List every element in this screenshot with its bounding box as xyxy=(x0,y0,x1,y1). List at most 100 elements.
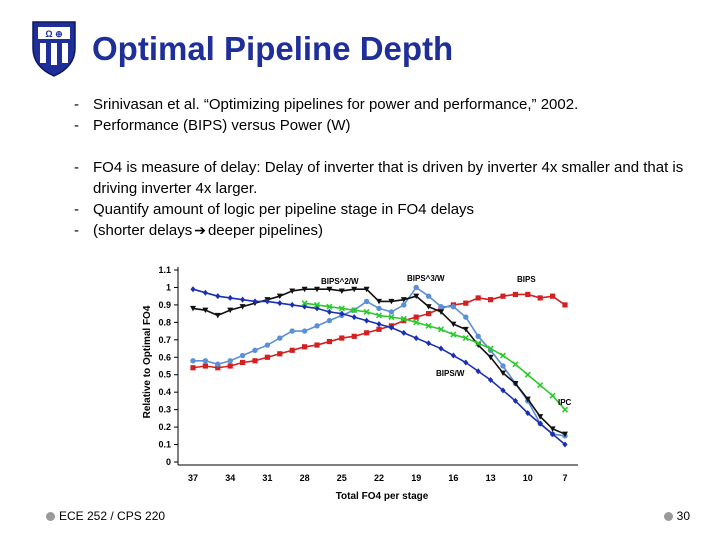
data-point xyxy=(264,354,270,360)
data-point xyxy=(338,288,345,294)
y-tick-label: 0 xyxy=(166,457,171,467)
data-point xyxy=(537,382,544,389)
y-tick-label: 0.4 xyxy=(158,387,171,397)
data-point xyxy=(524,396,531,403)
data-point xyxy=(413,284,419,291)
data-point xyxy=(289,347,295,353)
data-point xyxy=(400,315,407,322)
data-point xyxy=(364,317,370,324)
data-point xyxy=(227,307,234,314)
data-point xyxy=(475,368,481,375)
data-point xyxy=(487,354,494,361)
label-bips: BIPS xyxy=(517,275,536,284)
data-point xyxy=(376,298,382,305)
data-point xyxy=(512,291,518,298)
data-point xyxy=(475,295,481,301)
data-point xyxy=(462,335,469,342)
data-point xyxy=(277,300,283,307)
data-point xyxy=(364,330,370,336)
bullet-text-prefix: (shorter delays xyxy=(93,222,193,239)
bullet-item: - (shorter delays ➔ deeper pipelines) xyxy=(74,222,324,239)
bullet-item: - FO4 is measure of delay: Delay of inver… xyxy=(74,159,684,197)
data-point xyxy=(240,359,246,366)
data-point xyxy=(202,358,209,364)
y-tick-label: 0.9 xyxy=(158,300,171,310)
data-point xyxy=(239,352,246,359)
page-number: 30 xyxy=(676,509,690,523)
data-point xyxy=(276,293,283,300)
data-point xyxy=(351,286,358,293)
y-tick-label: 0.6 xyxy=(158,352,171,362)
data-point xyxy=(326,338,332,345)
bullet-text: Performance (BIPS) versus Power (W) xyxy=(93,117,351,134)
data-point xyxy=(549,392,556,399)
bullet-text-suffix: deeper pipelines) xyxy=(207,222,324,239)
data-point xyxy=(215,361,221,367)
data-point xyxy=(363,298,370,305)
y-tick-label: 0.7 xyxy=(158,335,171,345)
data-point xyxy=(314,286,320,293)
data-point xyxy=(512,361,519,368)
data-point xyxy=(426,311,432,317)
bullet-text: Quantify amount of logic per pipeline st… xyxy=(93,201,475,218)
data-point xyxy=(326,308,332,315)
data-point xyxy=(388,309,395,315)
data-point xyxy=(425,293,432,299)
data-point xyxy=(215,365,221,371)
data-point xyxy=(363,286,370,293)
data-point xyxy=(190,286,196,293)
data-point xyxy=(463,314,469,320)
data-point xyxy=(289,328,295,334)
data-point xyxy=(438,345,444,352)
data-point xyxy=(190,305,196,312)
data-point xyxy=(190,365,196,371)
data-point xyxy=(438,303,444,310)
data-point xyxy=(400,297,407,303)
data-point xyxy=(488,297,494,303)
y-tick-label: 0.8 xyxy=(158,317,171,327)
bullet-dot-icon xyxy=(46,511,55,521)
data-point xyxy=(190,358,196,364)
data-point xyxy=(525,291,531,298)
data-point xyxy=(351,314,357,321)
bullet-text: FO4 is measure of delay: Delay of invert… xyxy=(93,159,684,197)
logo-lettering: Ω ⊕ xyxy=(45,29,62,39)
data-point xyxy=(227,358,233,364)
data-point xyxy=(339,310,345,317)
data-point xyxy=(239,304,246,310)
bullet-dot-icon xyxy=(663,511,673,521)
data-point xyxy=(450,352,456,359)
chart-xlabel: Total FO4 per stage xyxy=(336,491,429,502)
data-point xyxy=(463,359,469,366)
data-point xyxy=(500,293,506,299)
data-point xyxy=(437,326,445,333)
y-tick-label: 1 xyxy=(166,282,171,292)
data-point xyxy=(363,308,370,315)
data-point xyxy=(326,317,333,324)
data-point xyxy=(351,307,358,314)
data-point xyxy=(426,340,432,347)
data-point xyxy=(202,307,209,314)
x-tick-label: 28 xyxy=(300,473,310,483)
series-line-bips-w xyxy=(192,288,566,446)
data-point xyxy=(339,335,345,341)
data-point xyxy=(252,347,258,353)
data-point xyxy=(388,314,395,321)
bullet-item: - Srinivasan et al. “Optimizing pipelines… xyxy=(74,96,579,113)
data-point xyxy=(326,286,333,293)
data-point xyxy=(537,420,543,427)
bullet-text: Srinivasan et al. “Optimizing pipelines … xyxy=(93,96,579,113)
data-point xyxy=(462,326,469,333)
data-point xyxy=(202,289,208,296)
data-point xyxy=(326,303,333,310)
pipeline-depth-chart: Relative to Optimal FO4 Total FO4 per st… xyxy=(142,265,578,502)
label-bips2w: BIPS^2/W xyxy=(321,277,359,286)
data-point xyxy=(289,288,296,294)
data-point xyxy=(562,441,568,448)
data-point xyxy=(264,342,271,348)
data-point xyxy=(401,318,407,324)
label-ipc: IPC xyxy=(558,398,572,407)
data-point xyxy=(425,304,432,310)
data-point xyxy=(388,298,395,305)
data-point xyxy=(549,426,556,432)
